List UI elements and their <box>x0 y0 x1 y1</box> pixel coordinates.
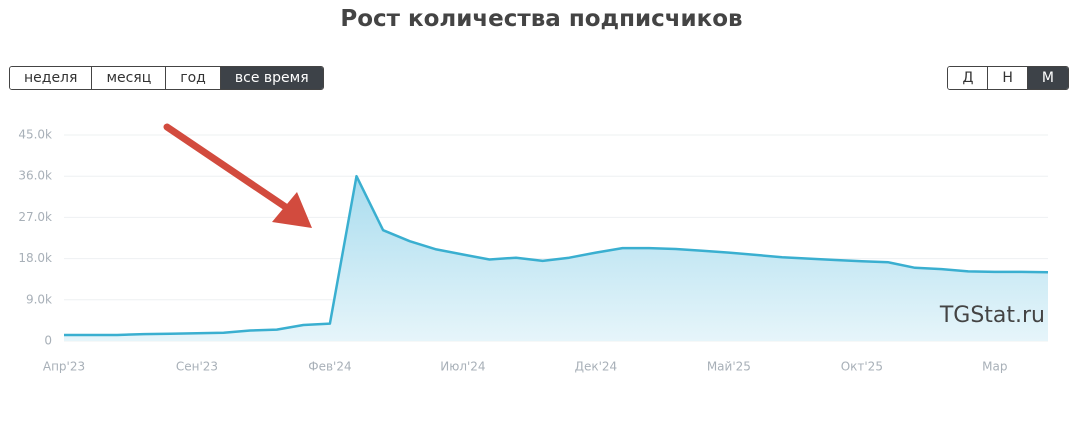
arrow-shaft <box>163 123 297 216</box>
x-tick-label: Апр'23 <box>43 360 85 374</box>
period-buttons: неделя месяц год все время <box>9 66 324 90</box>
area-fill <box>64 176 1048 341</box>
line <box>64 174 1049 337</box>
chart-title: Рост количества подписчиков <box>340 6 743 32</box>
y-tick-label: 36.0k <box>18 169 52 183</box>
toggle-button[interactable]: месяц <box>92 67 167 89</box>
x-tick-label: Июл'24 <box>440 360 485 374</box>
x-tick-label: Окт'25 <box>841 360 883 374</box>
y-tick-label: 45.0k <box>18 128 52 142</box>
arrow-head <box>272 192 312 228</box>
toggle-button[interactable]: Д <box>948 67 989 89</box>
x-tick-label: Дек'24 <box>575 360 618 374</box>
y-tick-label: 0 <box>44 334 52 348</box>
toggle-button[interactable]: год <box>166 67 221 89</box>
y-tick-label: 27.0k <box>18 210 52 224</box>
x-tick-label: Май'25 <box>707 360 751 374</box>
watermark: TGStat.ru <box>939 303 1045 328</box>
toggle-button[interactable]: Н <box>988 67 1028 89</box>
x-tick-label: Сен'23 <box>176 360 218 374</box>
toggle-button[interactable]: все время <box>220 67 323 89</box>
x-tick-label: Мар <box>982 360 1007 374</box>
x-tick-label: Фев'24 <box>308 360 351 374</box>
y-tick-label: 18.0k <box>18 251 52 265</box>
toggle-button[interactable]: неделя <box>10 67 93 89</box>
y-tick-label: 9.0k <box>26 292 52 306</box>
toggle-button[interactable]: М <box>1027 67 1068 89</box>
